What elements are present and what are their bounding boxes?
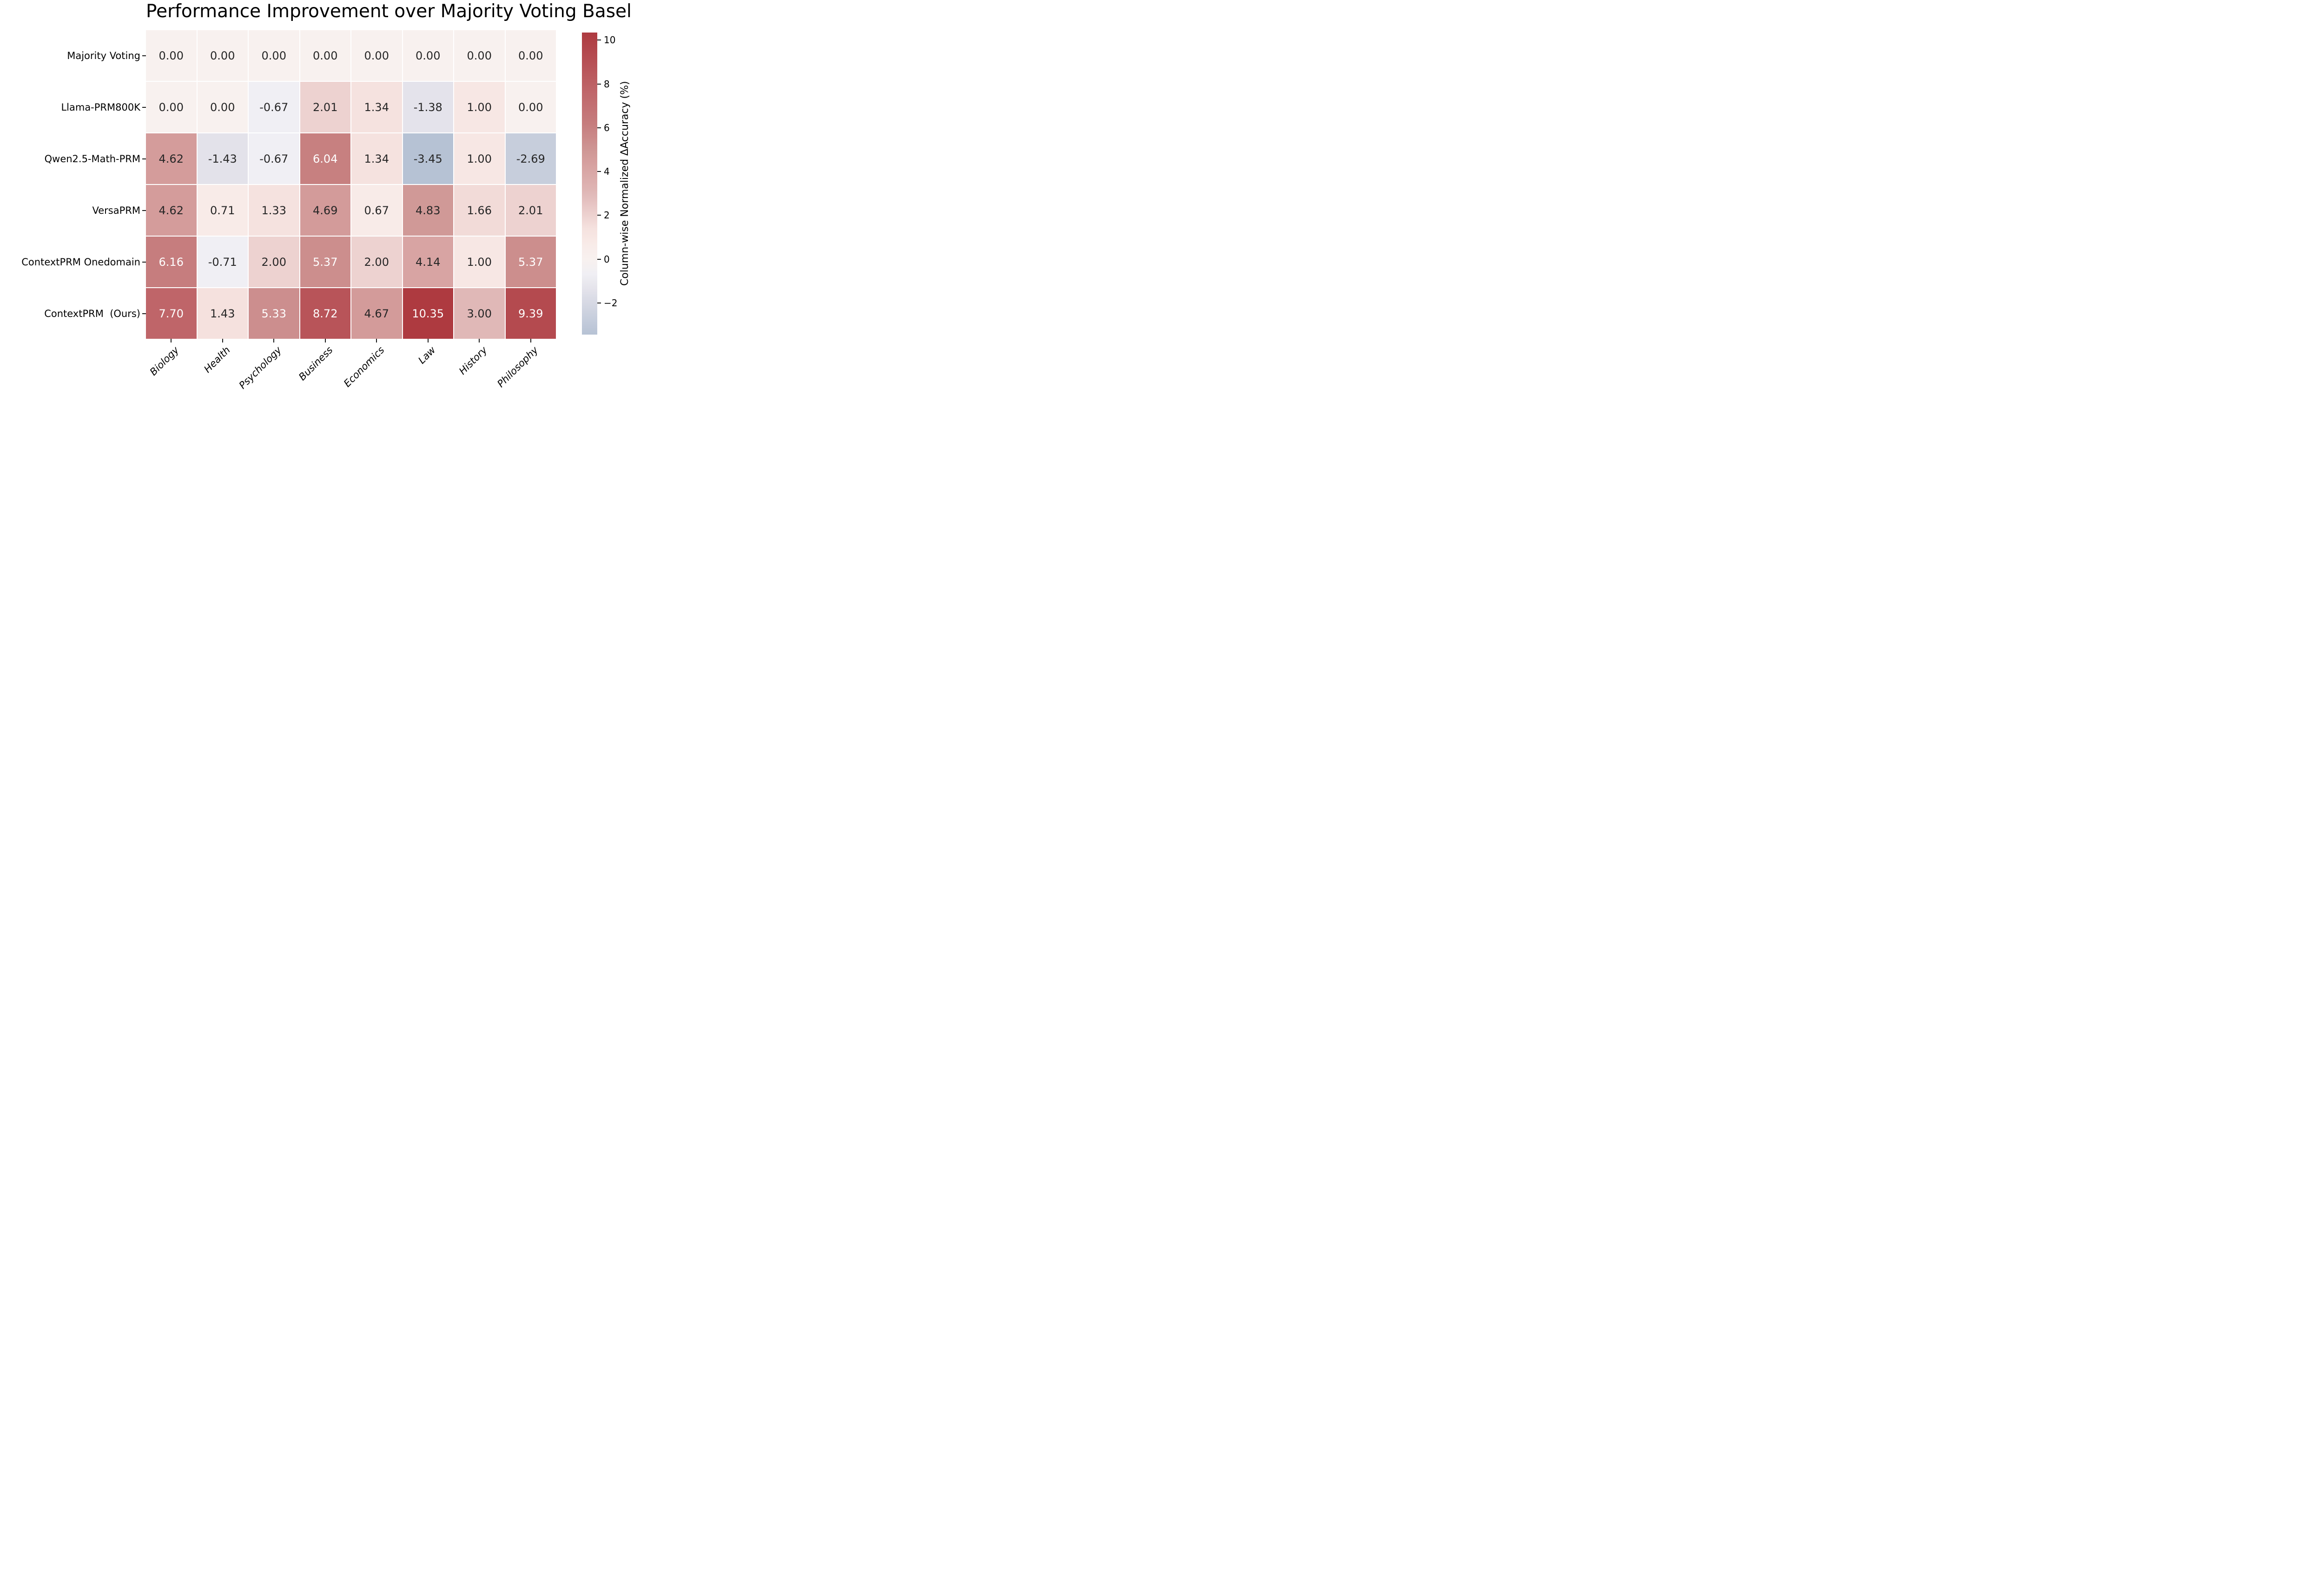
- heatmap-cell: 2.00: [351, 237, 402, 287]
- colorbar-tick-mark: [597, 171, 601, 172]
- heatmap-figure: Performance Improvement over Majority Vo…: [0, 0, 632, 395]
- heatmap-cell: 3.00: [454, 288, 505, 339]
- heatmap-cell: -1.38: [403, 82, 453, 132]
- colorbar-tick-label: 0: [604, 253, 610, 265]
- colorbar-tick-label: 6: [604, 122, 610, 133]
- heatmap-cell: 10.35: [403, 288, 453, 339]
- heatmap-cell: 1.00: [454, 237, 505, 287]
- x-tick-label: Biology: [147, 344, 181, 378]
- heatmap-cell: 0.00: [197, 30, 248, 81]
- heatmap-cell: -1.43: [197, 133, 248, 184]
- colorbar-tick-label: 8: [604, 78, 610, 90]
- x-tick-label: Health: [201, 344, 232, 375]
- colorbar-tick-mark: [597, 258, 601, 260]
- x-tick-label: Economics: [341, 344, 387, 389]
- x-tick-mark: [376, 339, 377, 343]
- x-tick-label: Philosophy: [495, 344, 541, 390]
- heatmap-cell: 1.66: [454, 185, 505, 236]
- heatmap-cell: 1.34: [351, 133, 402, 184]
- x-tick-mark: [530, 339, 531, 343]
- heatmap-cell: 6.04: [300, 133, 350, 184]
- colorbar-tick-mark: [597, 83, 601, 85]
- y-tick-label: VersaPRM: [92, 204, 140, 216]
- y-tick-label: ContextPRM (Ours): [44, 308, 140, 319]
- heatmap-cell: 0.00: [454, 30, 505, 81]
- heatmap-cell: 0.00: [146, 82, 197, 132]
- heatmap-cell: 4.62: [146, 185, 197, 236]
- y-tick-mark: [142, 261, 146, 263]
- x-tick-label: Psychology: [237, 344, 284, 391]
- heatmap-cell: 1.43: [197, 288, 248, 339]
- y-tick-label: Qwen2.5-Math-PRM: [44, 153, 140, 165]
- y-tick-label: Majority Voting: [67, 50, 140, 61]
- heatmap-cell: -0.67: [249, 82, 299, 132]
- heatmap-cell: 2.01: [300, 82, 350, 132]
- heatmap-cell: 0.67: [351, 185, 402, 236]
- heatmap-cell: 0.00: [146, 30, 197, 81]
- x-tick-mark: [427, 339, 429, 343]
- x-tick-mark: [479, 339, 480, 343]
- y-tick-mark: [142, 313, 146, 314]
- heatmap-cell: 1.00: [454, 82, 505, 132]
- heatmap-cell: 5.37: [300, 237, 350, 287]
- y-tick-mark: [142, 210, 146, 211]
- y-tick-label: Llama-PRM800K: [61, 101, 140, 113]
- heatmap-cell: 0.00: [505, 82, 556, 132]
- heatmap-cell: -0.71: [197, 237, 248, 287]
- colorbar-tick-mark: [597, 215, 601, 216]
- heatmap-cell: 0.00: [197, 82, 248, 132]
- heatmap-cell: 0.71: [197, 185, 248, 236]
- heatmap-cell: 5.37: [505, 237, 556, 287]
- y-tick-mark: [142, 106, 146, 108]
- heatmap-cell: 9.39: [505, 288, 556, 339]
- heatmap-cell: 0.00: [351, 30, 402, 81]
- heatmap-grid: 0.00 0.00 0.00 0.00 0.00 0.00 0.00 0.00 0.00 0.00…: [146, 30, 556, 339]
- y-tick-mark: [142, 55, 146, 56]
- heatmap-cell: 0.00: [249, 30, 299, 81]
- heatmap-cell: 4.83: [403, 185, 453, 236]
- heatmap-cell: -2.69: [505, 133, 556, 184]
- heatmap-cell: 1.00: [454, 133, 505, 184]
- heatmap-cell: -0.67: [249, 133, 299, 184]
- heatmap-cell: 0.00: [300, 30, 350, 81]
- heatmap-cell: 1.33: [249, 185, 299, 236]
- colorbar-tick-label: 10: [604, 34, 616, 46]
- colorbar-tick-mark: [597, 127, 601, 128]
- heatmap-cell: 2.01: [505, 185, 556, 236]
- x-tick-label: Business: [297, 344, 335, 383]
- x-tick-mark: [324, 339, 326, 343]
- heatmap-cell: 0.00: [403, 30, 453, 81]
- heatmap-cell: 2.00: [249, 237, 299, 287]
- heatmap-cell: 4.62: [146, 133, 197, 184]
- heatmap-cell: 4.69: [300, 185, 350, 236]
- x-tick-mark: [222, 339, 223, 343]
- heatmap-cell: 7.70: [146, 288, 197, 339]
- chart-title: Performance Improvement over Majority Vo…: [146, 1, 632, 22]
- colorbar-tick-label: −2: [604, 297, 618, 309]
- colorbar-gradient: [582, 33, 597, 335]
- y-tick-label: ContextPRM Onedomain: [21, 256, 140, 268]
- colorbar-label: Column-wise Normalized ΔAccuracy (%): [619, 81, 631, 286]
- x-tick-mark: [171, 339, 172, 343]
- heatmap-cell: -3.45: [403, 133, 453, 184]
- x-tick-label: Law: [416, 344, 438, 366]
- heatmap-cell: 8.72: [300, 288, 350, 339]
- colorbar-tick-label: 4: [604, 166, 610, 178]
- heatmap-cell: 4.14: [403, 237, 453, 287]
- heatmap-cell: 5.33: [249, 288, 299, 339]
- heatmap-cell: 6.16: [146, 237, 197, 287]
- heatmap-cell: 0.00: [505, 30, 556, 81]
- y-tick-mark: [142, 158, 146, 159]
- heatmap-cell: 4.67: [351, 288, 402, 339]
- colorbar-tick-label: 2: [604, 210, 610, 221]
- x-tick-label: History: [456, 344, 489, 377]
- heatmap-cell: 1.34: [351, 82, 402, 132]
- x-tick-mark: [273, 339, 275, 343]
